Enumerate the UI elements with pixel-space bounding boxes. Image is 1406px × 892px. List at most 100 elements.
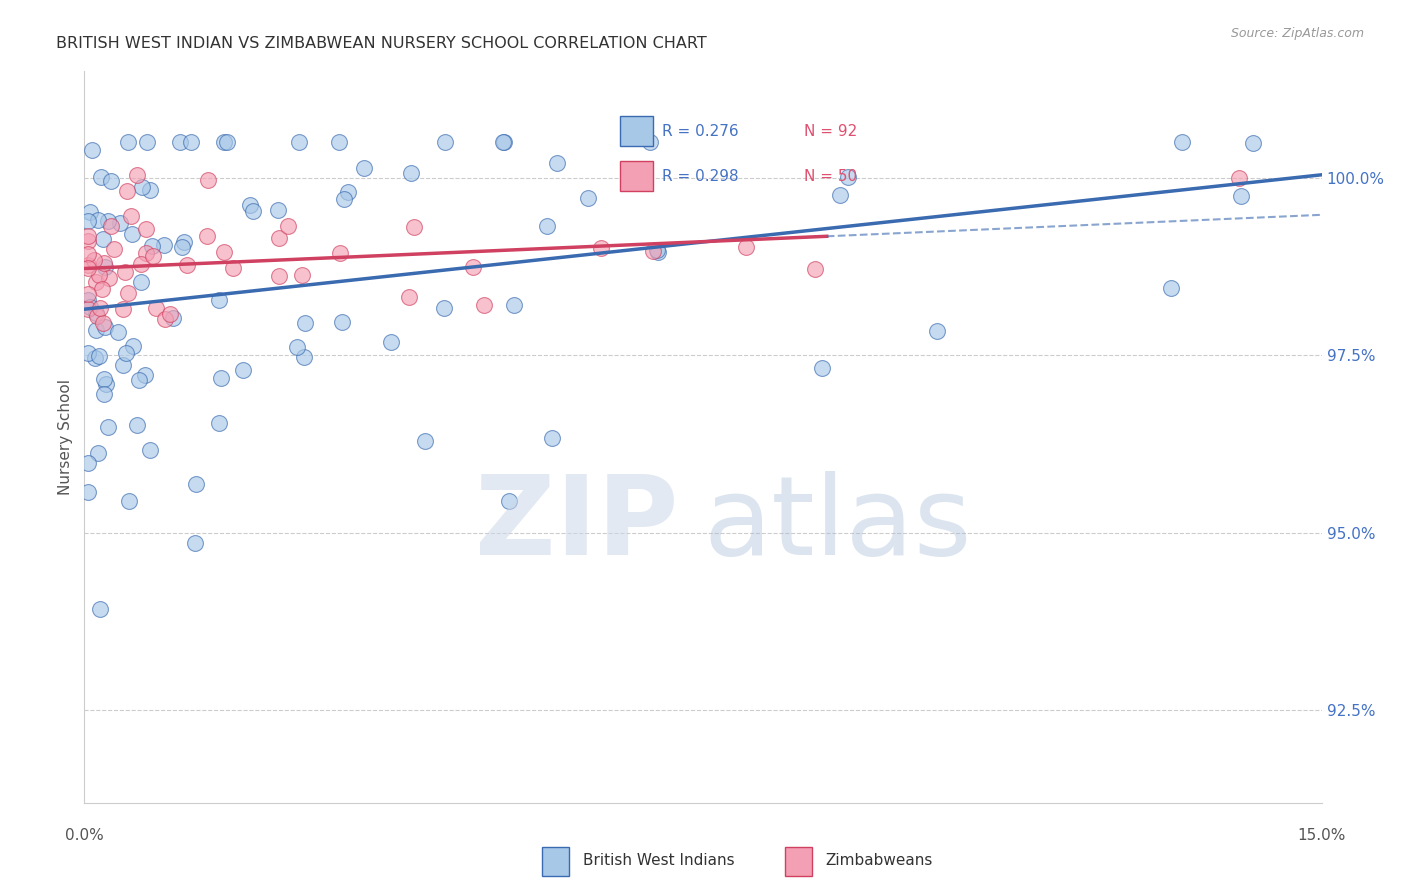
Point xyxy=(242,203,264,218)
Point xyxy=(100,219,122,234)
Point xyxy=(141,238,163,252)
Point xyxy=(134,368,156,383)
Point xyxy=(647,245,669,260)
Point xyxy=(186,476,208,491)
Point xyxy=(135,221,157,235)
Point xyxy=(128,373,150,387)
Point xyxy=(434,136,457,150)
Point xyxy=(239,197,262,211)
Point xyxy=(77,247,100,261)
Point xyxy=(91,282,114,296)
Point xyxy=(294,316,316,330)
Point xyxy=(380,334,402,349)
Point xyxy=(1160,281,1182,295)
Point xyxy=(212,136,235,150)
Point xyxy=(77,258,100,272)
Point xyxy=(115,184,138,198)
Point xyxy=(503,298,526,312)
Point xyxy=(98,271,121,285)
Y-axis label: Nursery School: Nursery School xyxy=(58,379,73,495)
Point xyxy=(93,372,115,386)
Point xyxy=(103,242,125,256)
Point xyxy=(433,301,456,315)
Point xyxy=(107,325,129,339)
Point xyxy=(77,287,100,301)
Point xyxy=(162,311,184,326)
Point xyxy=(541,431,564,445)
Point xyxy=(576,191,599,205)
Point xyxy=(77,234,100,248)
Point xyxy=(96,377,118,392)
Point xyxy=(837,170,859,185)
Point xyxy=(108,216,131,230)
Point xyxy=(77,345,100,359)
Point xyxy=(208,293,231,307)
Point xyxy=(84,323,107,337)
Text: ZIP: ZIP xyxy=(475,471,678,578)
Point xyxy=(195,228,218,243)
Point xyxy=(492,136,515,150)
Point xyxy=(159,307,181,321)
Point xyxy=(77,293,100,308)
Point xyxy=(267,203,290,218)
Point xyxy=(77,301,100,316)
Point xyxy=(135,136,157,150)
Bar xyxy=(785,847,813,876)
Point xyxy=(117,136,139,150)
Point xyxy=(232,362,254,376)
Point xyxy=(638,136,661,150)
Point xyxy=(127,168,149,182)
Point xyxy=(353,161,375,176)
Point xyxy=(83,252,105,267)
Point xyxy=(336,185,359,199)
Point xyxy=(142,248,165,262)
Point xyxy=(115,346,138,360)
Point xyxy=(328,136,350,150)
Point xyxy=(121,227,143,241)
Point xyxy=(89,301,111,315)
Point xyxy=(111,359,134,373)
Point xyxy=(212,245,235,260)
Point xyxy=(645,244,668,258)
Point xyxy=(1230,189,1253,203)
Point xyxy=(398,289,420,303)
Point xyxy=(1171,136,1194,150)
Point xyxy=(399,166,422,180)
Point xyxy=(89,349,111,363)
Point xyxy=(87,268,110,282)
Point xyxy=(93,387,115,401)
Point xyxy=(1241,136,1264,151)
Point xyxy=(94,260,117,274)
Point xyxy=(139,184,162,198)
Text: Zimbabweans: Zimbabweans xyxy=(825,854,934,868)
Point xyxy=(121,339,143,353)
Point xyxy=(330,316,353,330)
Text: British West Indians: British West Indians xyxy=(582,854,734,868)
Point xyxy=(86,310,108,324)
Point xyxy=(120,209,142,223)
Point xyxy=(546,156,568,170)
Point xyxy=(125,417,148,432)
Point xyxy=(83,351,105,365)
Point xyxy=(170,240,193,254)
Point xyxy=(292,350,315,364)
Point xyxy=(492,136,515,150)
Point xyxy=(811,361,834,376)
Point xyxy=(222,261,245,276)
Point xyxy=(1227,170,1250,185)
Point xyxy=(643,244,665,258)
Point xyxy=(94,319,117,334)
Point xyxy=(96,213,118,227)
Point xyxy=(93,255,115,269)
Point xyxy=(77,485,100,500)
Point xyxy=(82,144,104,158)
Bar xyxy=(620,116,652,146)
Point xyxy=(277,219,299,233)
Point xyxy=(117,494,139,508)
Point xyxy=(84,306,107,320)
Point xyxy=(91,317,114,331)
Point xyxy=(413,434,436,448)
Point xyxy=(828,188,851,202)
Bar xyxy=(543,847,569,876)
Text: N = 50: N = 50 xyxy=(804,169,856,184)
